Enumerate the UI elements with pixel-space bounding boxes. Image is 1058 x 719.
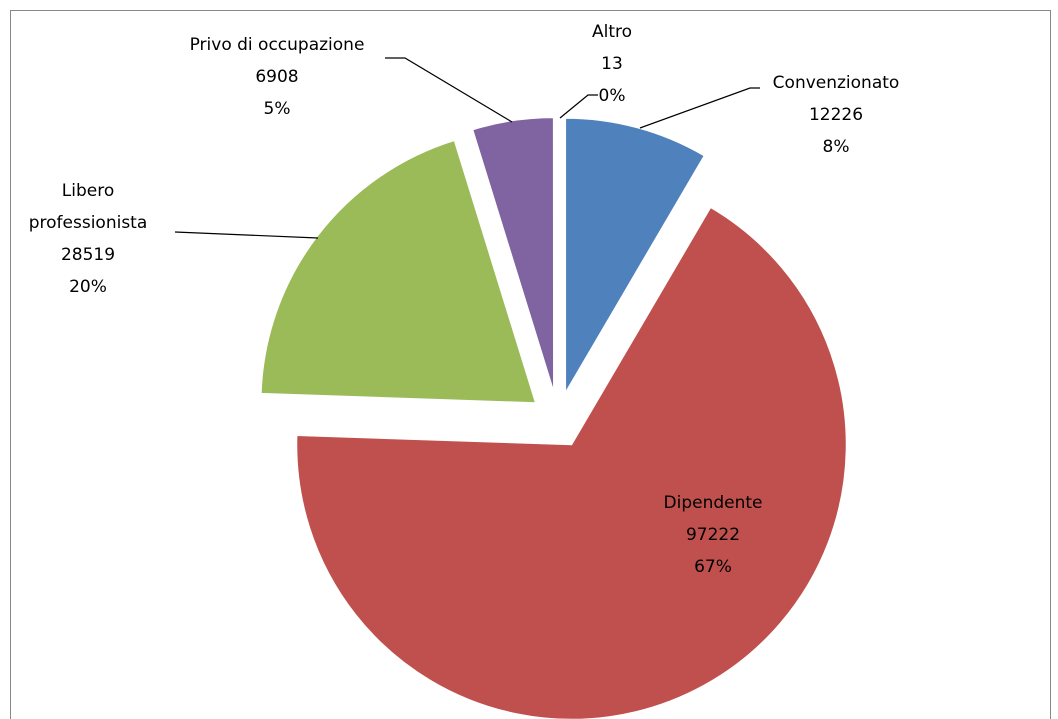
pie-slice bbox=[260, 139, 537, 404]
label-percent: 0% bbox=[598, 86, 626, 106]
label-value: 28519 bbox=[60, 245, 116, 265]
label-percent: 5% bbox=[263, 99, 291, 119]
label-percent: 20% bbox=[69, 277, 107, 297]
pie-slice bbox=[295, 206, 848, 719]
leader-lines bbox=[174, 57, 760, 239]
data-label: Altro 13 0% bbox=[552, 16, 672, 112]
data-label: Privo di occupazione 6908 5% bbox=[147, 29, 407, 125]
slices bbox=[260, 116, 848, 719]
label-value: 12226 bbox=[808, 105, 864, 125]
pie-slice bbox=[564, 117, 706, 396]
label-value: 97222 bbox=[685, 525, 741, 545]
label-name: Convenzionato bbox=[772, 73, 900, 93]
label-value: 6908 bbox=[255, 67, 299, 87]
label-name: Dipendente bbox=[663, 493, 763, 513]
leader-line bbox=[639, 87, 760, 129]
label-value: 13 bbox=[601, 54, 623, 74]
label-name: Libero professionista bbox=[28, 181, 148, 233]
label-name: Privo di occupazione bbox=[189, 35, 365, 55]
data-label: Libero professionista 28519 20% bbox=[13, 175, 163, 303]
label-percent: 67% bbox=[694, 557, 732, 577]
data-label: Dipendente 97222 67% bbox=[603, 487, 823, 583]
leader-line bbox=[174, 231, 319, 239]
pie-slice bbox=[471, 116, 555, 393]
label-name: Altro bbox=[591, 22, 633, 42]
label-percent: 8% bbox=[822, 137, 850, 157]
leader-line bbox=[559, 94, 598, 119]
leader-line bbox=[385, 57, 513, 123]
chart-frame bbox=[10, 10, 1051, 719]
data-label: Convenzionato 12226 8% bbox=[726, 67, 946, 163]
